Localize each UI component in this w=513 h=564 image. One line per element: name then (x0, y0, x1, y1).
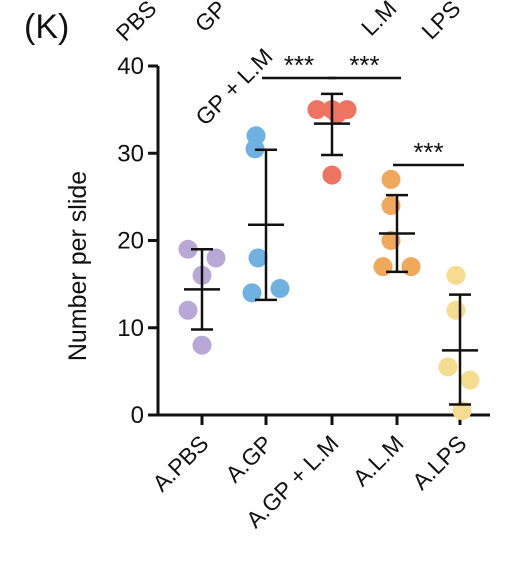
x-tick-label: A.PBS (147, 430, 213, 496)
data-point (452, 401, 472, 421)
significance-label: *** (349, 50, 379, 80)
data-point (381, 169, 401, 189)
data-point (438, 357, 458, 377)
data-point (446, 265, 466, 285)
top-cutoff-label: L.M (356, 0, 401, 41)
data-point (460, 370, 480, 390)
panel-label: (K) (24, 8, 70, 46)
data-point (178, 300, 198, 320)
y-tick-label: 30 (117, 140, 144, 167)
y-tick-label: 40 (117, 53, 144, 80)
significance-label: *** (284, 50, 314, 80)
data-point (242, 283, 262, 303)
y-ticks: 0 10 20 30 40 (117, 53, 158, 429)
y-tick-label: 0 (131, 402, 144, 429)
data-point (206, 248, 226, 268)
x-tick-label: A.L.M (348, 430, 409, 491)
significance-label: *** (413, 137, 443, 167)
data-point (446, 300, 466, 320)
data-point (327, 104, 347, 124)
data-point (248, 248, 268, 268)
x-tick-label: A.LPS (407, 430, 472, 495)
top-cutoff-label: LPS (416, 0, 465, 44)
x-ticks: A.PBS A.GPA.GP + L.M A.L.MA.LPS (147, 415, 472, 533)
y-tick-label: 10 (117, 315, 144, 342)
data-point (270, 278, 290, 298)
data-point (192, 335, 212, 355)
y-axis-label: Number per slide (64, 171, 92, 361)
top-cutoff-label: GP (190, 0, 232, 37)
data-point (178, 239, 198, 259)
data-point (401, 257, 421, 277)
data-points (178, 100, 480, 421)
data-point (307, 100, 327, 120)
y-tick-label: 20 (117, 228, 144, 255)
x-tick-label: A.GP (220, 430, 277, 487)
top-cutoff-label: PBS (111, 0, 162, 46)
data-point (373, 257, 393, 277)
top-cutoff-label: GP + L.M (190, 43, 277, 130)
error-bars (184, 92, 478, 406)
significance-brackets: *** *** *** (262, 50, 464, 167)
data-point (322, 165, 342, 185)
